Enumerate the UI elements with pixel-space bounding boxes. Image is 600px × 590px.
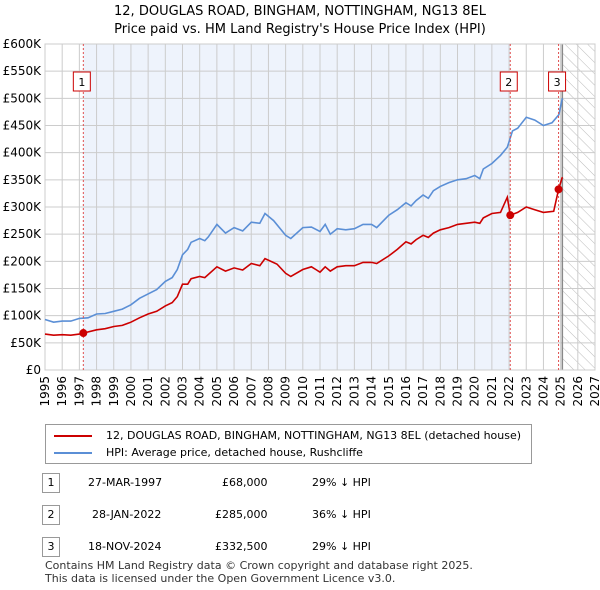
chart-title: 12, DOUGLAS ROAD, BINGHAM, NOTTINGHAM, N… [114, 4, 486, 19]
y-tick-label: £550K [3, 64, 43, 78]
legend-swatch-hpi [54, 451, 92, 454]
sale-label-box [548, 71, 567, 92]
x-tick-label: 2016 [399, 376, 413, 407]
x-tick-label: 2003 [176, 376, 190, 407]
y-tick-label: £400K [3, 146, 43, 160]
x-tick-label: 2010 [296, 376, 310, 407]
x-tick-label: 2012 [330, 376, 344, 407]
sale-label-box [72, 71, 91, 92]
y-tick-label: £450K [3, 119, 43, 133]
x-tick-label: 2026 [571, 376, 585, 407]
sale-date: 27-MAR-1997 [88, 476, 163, 489]
sale-date: 28-JAN-2022 [92, 508, 162, 521]
x-tick-label: 2025 [554, 376, 568, 407]
y-tick-label: £300K [3, 200, 43, 214]
x-tick-label: 2022 [502, 376, 516, 407]
y-tick-label: £350K [3, 173, 43, 187]
sale-number: 3 [42, 537, 60, 557]
legend: 12, DOUGLAS ROAD, BINGHAM, NOTTINGHAM, N… [45, 424, 533, 464]
x-tick-label: 2023 [519, 376, 533, 407]
x-tick-label: 2014 [365, 376, 379, 407]
x-tick-label: 1996 [55, 376, 69, 407]
footer-copyright: Contains HM Land Registry data © Crown c… [45, 559, 473, 572]
y-tick-label: £0 [26, 363, 41, 377]
x-tick-label: 2004 [193, 376, 207, 407]
x-tick-label: 1999 [107, 376, 121, 407]
x-tick-label: 2020 [468, 376, 482, 407]
x-tick-label: 2011 [313, 376, 327, 407]
x-tick-label: 2015 [382, 376, 396, 407]
x-tick-label: 2019 [451, 376, 465, 407]
table-row: 3 18-NOV-2024 £332,500 29% ↓ HPI [0, 537, 600, 557]
y-tick-label: £150K [3, 282, 43, 296]
x-tick-label: 2008 [261, 376, 275, 407]
y-tick-label: £250K [3, 227, 43, 241]
footer-licence: This data is licensed under the Open Gov… [45, 572, 396, 585]
x-tick-label: 2021 [485, 376, 499, 407]
price-chart: 1995 1996 1997 1998 1999 2000 2001 2002 2003 2004… [3, 37, 600, 407]
x-tick-label: 2009 [279, 376, 293, 407]
x-tick-label: 1995 [38, 376, 52, 407]
table-row: 2 28-JAN-2022 £285,000 36% ↓ HPI [0, 505, 600, 525]
sale-number: 1 [42, 473, 60, 493]
x-tick-label: 2005 [210, 376, 224, 407]
sale-date: 18-NOV-2024 [88, 540, 162, 553]
sale-point [79, 329, 88, 338]
x-tick-label: 2018 [433, 376, 447, 407]
y-tick-label: £500K [3, 91, 43, 105]
sale-price: £68,000 [222, 476, 268, 489]
series-line-property [44, 176, 564, 337]
sale-hpi-diff: 29% ↓ HPI [312, 476, 371, 489]
sale-price: £332,500 [215, 540, 268, 553]
x-tick-label: 2002 [158, 376, 172, 407]
x-tick-label: 2001 [141, 376, 155, 407]
legend-swatch-property [54, 434, 92, 437]
sale-hpi-diff: 36% ↓ HPI [312, 508, 371, 521]
legend-label-property: 12, DOUGLAS ROAD, BINGHAM, NOTTINGHAM, N… [106, 429, 522, 442]
sale-label: 3 [554, 76, 561, 89]
sale-label: 2 [505, 76, 512, 89]
x-tick-label: 2007 [244, 376, 258, 407]
x-tick-label: 1997 [72, 376, 86, 407]
y-tick-label: £200K [3, 254, 43, 268]
x-tick-label: 2000 [124, 376, 138, 407]
sale-number: 2 [42, 505, 60, 525]
x-tick-label: 2013 [347, 376, 361, 407]
plot-border [44, 43, 596, 371]
sale-label-box [499, 71, 518, 92]
y-tick-label: £50K [10, 336, 42, 350]
chart-subtitle: Price paid vs. HM Land Registry's House … [114, 22, 486, 37]
y-tick-label: £600K [3, 37, 43, 51]
sale-point [506, 211, 515, 220]
legend-item-property: 12, DOUGLAS ROAD, BINGHAM, NOTTINGHAM, N… [54, 427, 529, 444]
legend-item-hpi: HPI: Average price, detached house, Rush… [54, 444, 529, 461]
x-tick-label: 2017 [416, 376, 430, 407]
sale-label: 1 [78, 76, 85, 89]
sale-price: £285,000 [215, 508, 268, 521]
footer: Contains HM Land Registry data © Crown c… [45, 559, 473, 585]
x-tick-label: 2027 [588, 376, 600, 407]
y-tick-label: £100K [3, 309, 43, 323]
sale-point [554, 185, 563, 194]
table-row: 1 27-MAR-1997 £68,000 29% ↓ HPI [0, 473, 600, 493]
sale-hpi-diff: 29% ↓ HPI [312, 540, 371, 553]
x-tick-label: 2006 [227, 376, 241, 407]
series-line-hpi [44, 98, 564, 324]
x-tick-label: 2024 [536, 376, 550, 407]
x-tick-label: 1998 [90, 376, 104, 407]
legend-label-hpi: HPI: Average price, detached house, Rush… [106, 446, 363, 459]
